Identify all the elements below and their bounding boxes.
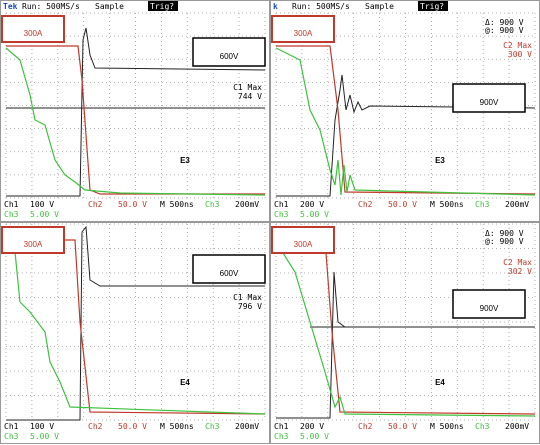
voltage-trace bbox=[6, 27, 266, 197]
status-trig: Trig? bbox=[150, 2, 174, 11]
readout-ch1-scale: 200 V bbox=[300, 422, 324, 431]
readout-bg bbox=[271, 421, 539, 443]
readout-ch3-trig: 200mV bbox=[235, 422, 259, 431]
scope-panel: k Run: 500MS/s Sample Trig? 300A 900V E3 C2 Max… bbox=[270, 0, 540, 222]
current-trace bbox=[276, 45, 536, 195]
readout-bg bbox=[1, 199, 269, 221]
cursor-readout: @: 900 V bbox=[485, 237, 524, 246]
readout-ch3-label: Ch3 bbox=[274, 432, 289, 441]
measure-name: C2 Max bbox=[503, 258, 532, 267]
current-label: 300A bbox=[294, 29, 313, 38]
voltage-label: 600V bbox=[220, 269, 239, 278]
current-box bbox=[271, 15, 335, 43]
panel-border bbox=[270, 222, 540, 444]
readout-time: M 500ns bbox=[160, 200, 194, 209]
readout-ch3: Ch3 bbox=[205, 200, 220, 209]
readout-ch1-scale: 200 V bbox=[300, 200, 324, 209]
readout-ch1: Ch1 bbox=[4, 200, 19, 209]
readout-bg bbox=[271, 199, 539, 221]
readout-ch3: Ch3 bbox=[475, 422, 490, 431]
readout-ch3-trig: 200mV bbox=[505, 200, 529, 209]
status-run: Run: 500MS/s bbox=[292, 2, 350, 11]
current-label: 300A bbox=[294, 240, 313, 249]
readout-ch2: Ch2 bbox=[358, 200, 373, 209]
readout-ch3-label: Ch3 bbox=[4, 210, 19, 219]
measure-name: C2 Max bbox=[503, 41, 532, 50]
device-label: E4 bbox=[180, 378, 190, 387]
current-trace bbox=[6, 45, 265, 195]
current-label: 300A bbox=[24, 29, 43, 38]
readout-ch2: Ch2 bbox=[88, 200, 103, 209]
readout-ch3: Ch3 bbox=[475, 200, 490, 209]
voltage-box bbox=[452, 289, 526, 319]
voltage-box bbox=[192, 37, 266, 67]
status-run: Run: 500MS/s bbox=[22, 2, 80, 11]
cursor-readout: Δ: 900 V bbox=[485, 18, 524, 27]
readout-ch3: Ch3 bbox=[205, 422, 220, 431]
readout-ch3-scale: 5.00 V bbox=[30, 432, 59, 441]
readout-ch1: Ch1 bbox=[4, 422, 19, 431]
readout-time: M 500ns bbox=[430, 422, 464, 431]
status-mode: Sample bbox=[365, 2, 394, 11]
readout-ch3-label: Ch3 bbox=[4, 432, 19, 441]
voltage-trace bbox=[6, 225, 265, 421]
scope-panel: Tek Run: 500MS/s Sample Trig? 300A 600V E3 C1 M… bbox=[0, 0, 270, 222]
measure-name: C1 Max bbox=[233, 293, 262, 302]
current-box bbox=[1, 15, 65, 43]
current-box bbox=[1, 226, 65, 254]
voltage-label: 900V bbox=[480, 304, 499, 313]
voltage-label: 900V bbox=[480, 98, 499, 107]
readout-ch3-trig: 200mV bbox=[235, 200, 259, 209]
readout-ch3-scale: 5.00 V bbox=[300, 210, 329, 219]
voltage-box bbox=[192, 254, 266, 284]
status-mode: Sample bbox=[95, 2, 124, 11]
gate-trace bbox=[275, 47, 536, 196]
gate-trace bbox=[5, 47, 266, 196]
voltage-box bbox=[452, 83, 526, 113]
readout-ch2: Ch2 bbox=[88, 422, 103, 431]
voltage-trace bbox=[276, 74, 536, 197]
readout-ch1: Ch1 bbox=[274, 200, 289, 209]
readout-ch3-label: Ch3 bbox=[274, 210, 289, 219]
readout-ch1-scale: 100 V bbox=[30, 200, 54, 209]
readout-time: M 500ns bbox=[160, 422, 194, 431]
trig-box bbox=[418, 1, 448, 11]
device-label: E3 bbox=[180, 156, 190, 165]
measure-value: 796 V bbox=[238, 302, 262, 311]
readout-ch2-scale: 50.0 V bbox=[118, 422, 147, 431]
trig-box bbox=[148, 1, 178, 11]
readout-ch3-trig: 200mV bbox=[505, 422, 529, 431]
readout-ch2-scale: 50.0 V bbox=[388, 422, 417, 431]
readout-ch3-scale: 5.00 V bbox=[300, 432, 329, 441]
cursor-readout: @: 900 V bbox=[485, 26, 524, 35]
readout-ch3-scale: 5.00 V bbox=[30, 210, 59, 219]
readout-ch2: Ch2 bbox=[358, 422, 373, 431]
readout-ch2-scale: 50.0 V bbox=[388, 200, 417, 209]
current-label: 300A bbox=[24, 240, 43, 249]
device-label: E4 bbox=[435, 378, 445, 387]
readout-ch1-scale: 100 V bbox=[30, 422, 54, 431]
status-brand: k bbox=[273, 2, 278, 11]
current-box bbox=[271, 226, 335, 254]
cursor-readout: Δ: 900 V bbox=[485, 229, 524, 238]
readout-time: M 500ns bbox=[430, 200, 464, 209]
gate-trace bbox=[5, 241, 266, 415]
readout-bg bbox=[1, 421, 269, 443]
device-label: E3 bbox=[435, 156, 445, 165]
voltage-label: 600V bbox=[220, 52, 239, 61]
gate-trace bbox=[275, 241, 536, 417]
measure-value: 744 V bbox=[238, 92, 262, 101]
measure-value: 302 V bbox=[508, 267, 532, 276]
measure-value: 300 V bbox=[508, 50, 532, 59]
readout-ch2-scale: 50.0 V bbox=[118, 200, 147, 209]
status-trig: Trig? bbox=[420, 2, 444, 11]
readout-ch1: Ch1 bbox=[274, 422, 289, 431]
status-brand: Tek bbox=[3, 2, 18, 11]
measure-name: C1 Max bbox=[233, 83, 262, 92]
